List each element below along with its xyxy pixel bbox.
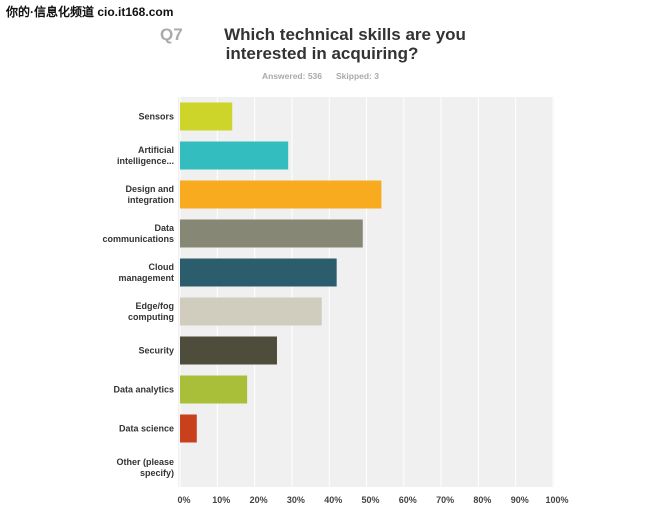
skipped: Skipped: 3 xyxy=(336,71,379,81)
x-tick-label: 80% xyxy=(473,495,491,505)
bar xyxy=(180,414,197,443)
bar xyxy=(180,180,382,209)
bar xyxy=(180,219,363,248)
chart-title: Which technical skills are you interested… xyxy=(224,25,466,63)
bar xyxy=(180,141,289,170)
bar xyxy=(180,102,233,131)
x-tick-label: 10% xyxy=(212,495,230,505)
x-tick-label: 70% xyxy=(436,495,454,505)
x-tick-label: 50% xyxy=(361,495,379,505)
category-label: Data analytics xyxy=(113,384,174,394)
x-tick-label: 20% xyxy=(250,495,268,505)
bar xyxy=(180,297,322,326)
category-label: Data communications xyxy=(102,222,174,244)
bar xyxy=(180,258,337,287)
watermark: 你的·信息化频道 cio.it168.com xyxy=(5,4,173,19)
bar xyxy=(180,336,277,365)
question-number: Q7 xyxy=(160,25,183,44)
category-label: Data science xyxy=(118,423,174,433)
x-tick-label: 90% xyxy=(511,495,529,505)
x-tick-label: 0% xyxy=(177,495,190,505)
x-tick-label: 60% xyxy=(399,495,417,505)
category-label: Design and integration xyxy=(125,183,174,205)
x-tick-label: 100% xyxy=(545,495,568,505)
bar xyxy=(180,375,248,404)
x-tick-label: 30% xyxy=(287,495,305,505)
category-label: Sensors xyxy=(138,111,174,121)
category-label: Cloud management xyxy=(118,261,174,283)
category-label: Other (please specify) xyxy=(116,456,174,478)
answered: Answered: 536 xyxy=(262,71,322,81)
category-label: Artificial intelligence... xyxy=(116,144,174,166)
category-label: Security xyxy=(138,345,174,355)
x-tick-label: 40% xyxy=(324,495,342,505)
category-label: Edge/fog computing xyxy=(128,300,174,322)
